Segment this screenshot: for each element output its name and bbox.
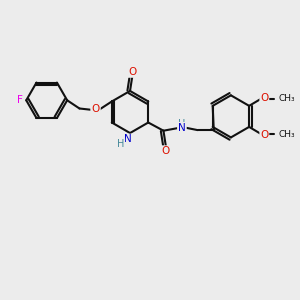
Text: H: H xyxy=(178,119,186,129)
Text: O: O xyxy=(92,104,100,114)
Text: O: O xyxy=(260,130,269,140)
Text: O: O xyxy=(260,93,269,103)
Text: F: F xyxy=(17,95,23,105)
Text: O: O xyxy=(162,146,170,156)
Text: O: O xyxy=(128,67,136,77)
Text: CH₃: CH₃ xyxy=(279,94,296,103)
Text: N: N xyxy=(178,123,186,133)
Text: O: O xyxy=(92,104,100,114)
Text: N: N xyxy=(124,134,132,145)
Text: H: H xyxy=(117,139,124,148)
Text: CH₃: CH₃ xyxy=(279,130,296,139)
